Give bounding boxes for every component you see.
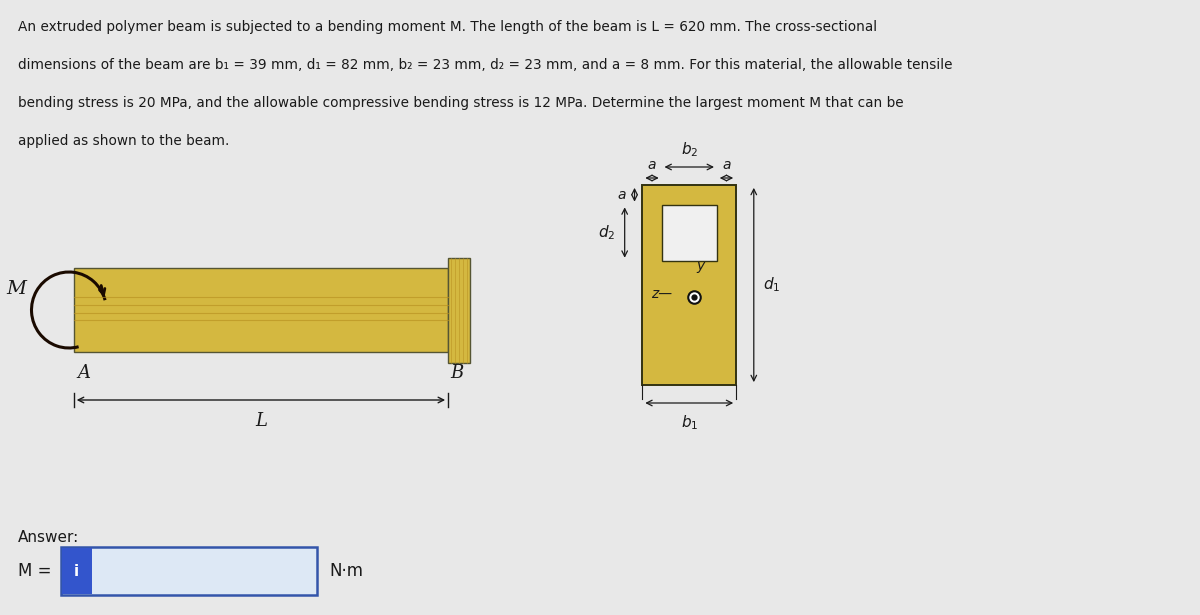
Text: A: A (78, 364, 91, 382)
Bar (448, 258, 469, 362)
Bar (74, 268, 448, 352)
Bar (661, 205, 716, 261)
Bar (62, 548, 91, 594)
Text: L: L (254, 412, 266, 430)
Text: y: y (696, 259, 704, 272)
Text: $b_1$: $b_1$ (680, 413, 698, 432)
Text: M: M (7, 280, 26, 298)
Text: bending stress is 20 MPa, and the allowable compressive bending stress is 12 MPa: bending stress is 20 MPa, and the allowa… (18, 96, 904, 110)
Text: $d_1$: $d_1$ (763, 276, 780, 295)
Text: $a$: $a$ (617, 188, 626, 202)
Text: An extruded polymer beam is subjected to a bending moment M. The length of the b: An extruded polymer beam is subjected to… (18, 20, 877, 34)
Text: z—: z— (652, 287, 672, 301)
Bar (642, 185, 736, 385)
Text: $b_2$: $b_2$ (680, 140, 698, 159)
Text: $d_2$: $d_2$ (599, 223, 616, 242)
Text: M =: M = (18, 562, 52, 580)
Text: $a$: $a$ (721, 158, 731, 172)
Text: dimensions of the beam are b₁ = 39 mm, d₁ = 82 mm, b₂ = 23 mm, d₂ = 23 mm, and a: dimensions of the beam are b₁ = 39 mm, d… (18, 58, 953, 72)
Text: applied as shown to the beam.: applied as shown to the beam. (18, 134, 229, 148)
Text: N·m: N·m (330, 562, 364, 580)
Text: i: i (74, 563, 79, 579)
Bar (61, 547, 317, 595)
Text: $a$: $a$ (647, 158, 656, 172)
Text: Answer:: Answer: (18, 530, 79, 545)
Text: B: B (450, 364, 463, 382)
